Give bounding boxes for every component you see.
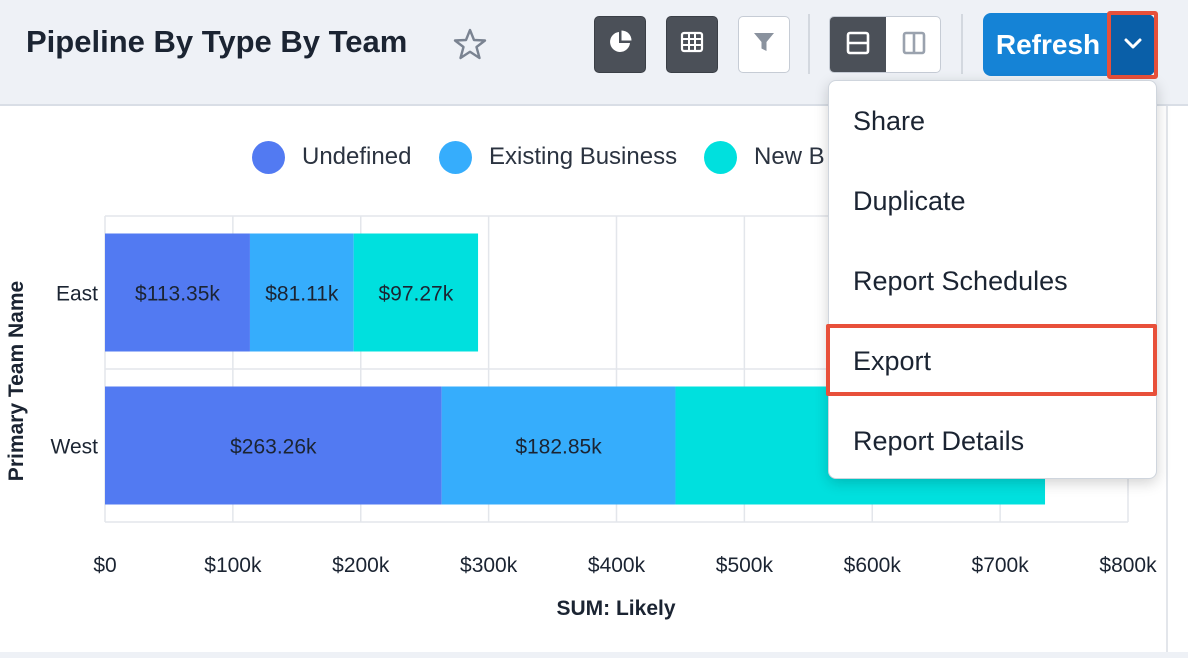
- legend-swatch: [704, 140, 737, 174]
- x-tick-label: $600k: [844, 554, 902, 577]
- export-highlight-box: [826, 324, 1157, 396]
- menu-item-export[interactable]: Export: [853, 345, 932, 376]
- pie-chart-icon: [607, 29, 633, 60]
- report-title: Pipeline By Type By Team: [26, 24, 408, 59]
- refresh-dropdown-button[interactable]: [1111, 14, 1155, 76]
- chart-view-button[interactable]: [594, 16, 646, 73]
- toolbar-divider: [961, 14, 963, 74]
- legend-label: Undefined: [302, 143, 412, 170]
- y-category-label: West: [51, 436, 99, 459]
- bar-value-label: $113.35k: [135, 283, 220, 306]
- star-outline-icon[interactable]: [452, 26, 488, 62]
- legend-label: Existing Business: [489, 143, 678, 170]
- refresh-dropdown-menu: Share Duplicate Report Schedules Export …: [826, 80, 1157, 479]
- x-tick-label: $300k: [460, 554, 518, 577]
- legend-item[interactable]: Undefined: [252, 140, 411, 174]
- legend-label: New B: [754, 143, 825, 170]
- menu-item-duplicate[interactable]: Duplicate: [853, 185, 966, 216]
- menu-item-share[interactable]: Share: [853, 105, 926, 136]
- layout-rows-button[interactable]: [830, 17, 886, 72]
- layout-toggle: [829, 16, 941, 73]
- bar-value-label: $182.85k: [515, 436, 602, 459]
- y-category-label: East: [56, 283, 98, 306]
- x-tick-label: $500k: [716, 554, 774, 577]
- legend-item[interactable]: Existing Business: [439, 140, 677, 174]
- bar-value-label: $81.11k: [265, 283, 339, 306]
- x-tick-label: $0: [93, 554, 116, 577]
- legend-swatch: [252, 140, 285, 174]
- x-tick-label: $700k: [972, 554, 1030, 577]
- dropdown-highlight-box: [1107, 11, 1158, 79]
- filter-funnel-icon: [751, 29, 777, 60]
- x-tick-label: $800k: [1099, 554, 1157, 577]
- menu-item-report-schedules[interactable]: Report Schedules: [853, 265, 1068, 296]
- layout-rows-icon: [845, 30, 871, 61]
- bar-value-label: $263.26k: [230, 436, 317, 459]
- bar-segment: [441, 386, 676, 505]
- chevron-down-icon: [1122, 32, 1144, 59]
- legend-swatch: [439, 140, 472, 174]
- grid-table-icon: [680, 30, 704, 59]
- table-view-button[interactable]: [666, 16, 718, 73]
- pipeline-bar-chart: $0 $100k $200k $300k $400k $500k $600k $700k $80…: [5, 215, 1157, 620]
- bar-segment: [353, 233, 479, 352]
- bar-segment: [105, 233, 250, 352]
- menu-item-report-details[interactable]: Report Details: [853, 425, 1025, 456]
- legend-item[interactable]: New B: [704, 140, 825, 174]
- layout-columns-icon: [901, 30, 927, 61]
- toolbar-divider: [808, 14, 810, 74]
- panel-footer-strip: [0, 652, 1188, 658]
- refresh-button[interactable]: Refresh: [983, 13, 1113, 76]
- x-tick-label: $400k: [588, 554, 646, 577]
- x-axis-title: SUM: Likely: [556, 597, 675, 620]
- report-header: Pipeline By Type By Team: [0, 0, 1188, 106]
- filter-button[interactable]: [738, 16, 790, 73]
- y-axis-title: Primary Team Name: [5, 281, 28, 481]
- x-tick-label: $100k: [204, 554, 262, 577]
- layout-columns-button[interactable]: [886, 17, 940, 72]
- panel-border: [1166, 106, 1168, 658]
- x-tick-label: $200k: [332, 554, 390, 577]
- bar-segment: [249, 233, 354, 352]
- bar-value-label: $97.27k: [378, 283, 453, 306]
- bar-segment: [105, 386, 442, 505]
